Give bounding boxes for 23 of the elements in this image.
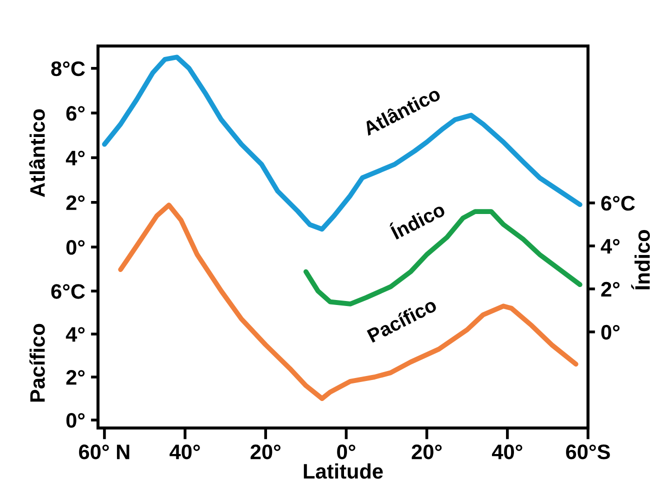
y-tick-label: 2° (66, 195, 85, 210)
x-tick-label: 40° (170, 444, 200, 460)
y2-tick-label: 0° (601, 324, 620, 340)
x-tick-label: 60° N (79, 444, 130, 460)
y-tick-label: 6° (66, 106, 85, 121)
y2-axis-title: Índico (631, 230, 650, 290)
y-tick-label: 8°C (51, 61, 85, 76)
x-tick-label: 40° (492, 444, 522, 460)
x-tick-label: 60°S (566, 444, 610, 460)
y-tick-label: 0° (66, 240, 85, 255)
y-tick-label: 4° (66, 150, 85, 166)
x-tick-label: 0° (337, 444, 356, 460)
y2-tick-label: 6°C (601, 196, 635, 211)
x-tick-label: 20° (412, 444, 442, 460)
y3-axis-title: Pacífico (29, 324, 45, 402)
y2-tick-label: 4° (600, 238, 620, 254)
y3-tick-label: 6°C (51, 284, 85, 299)
y2-tick-label: 2° (601, 282, 620, 296)
text: Índico (388, 199, 446, 240)
y-axis-title: Atlântico (29, 109, 45, 197)
line-series (118, 202, 578, 401)
x-axis-title: Latitude (304, 463, 383, 479)
x-tick-label: 20° (250, 444, 280, 460)
